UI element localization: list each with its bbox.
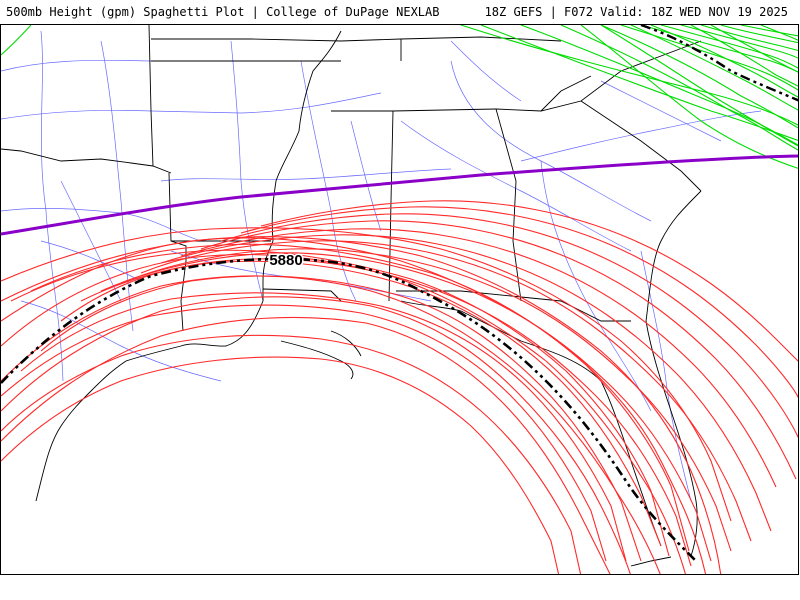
red-contours: [1, 200, 798, 574]
contour-label-5880: 5880: [269, 252, 302, 269]
header-bar: 500mb Height (gpm) Spaghetti Plot | Coll…: [0, 0, 800, 24]
borders-layer: [1, 25, 702, 567]
map-panel[interactable]: 5880: [0, 24, 799, 575]
red-mean-contour: [1, 257, 697, 562]
roads-layer: [1, 30, 762, 502]
plot-title: 500mb Height (gpm) Spaghetti Plot | Coll…: [6, 5, 440, 19]
purple-contour: [1, 154, 798, 236]
valid-time: 18Z GEFS | F072 Valid: 18Z WED NOV 19 20…: [484, 5, 788, 19]
map-canvas: 5880: [1, 25, 798, 574]
green-contours: [1, 25, 798, 169]
footer-margin: [0, 576, 800, 600]
